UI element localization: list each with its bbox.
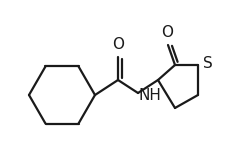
Text: O: O	[161, 25, 173, 40]
Text: S: S	[203, 56, 213, 71]
Text: O: O	[112, 37, 124, 52]
Text: NH: NH	[139, 88, 162, 103]
